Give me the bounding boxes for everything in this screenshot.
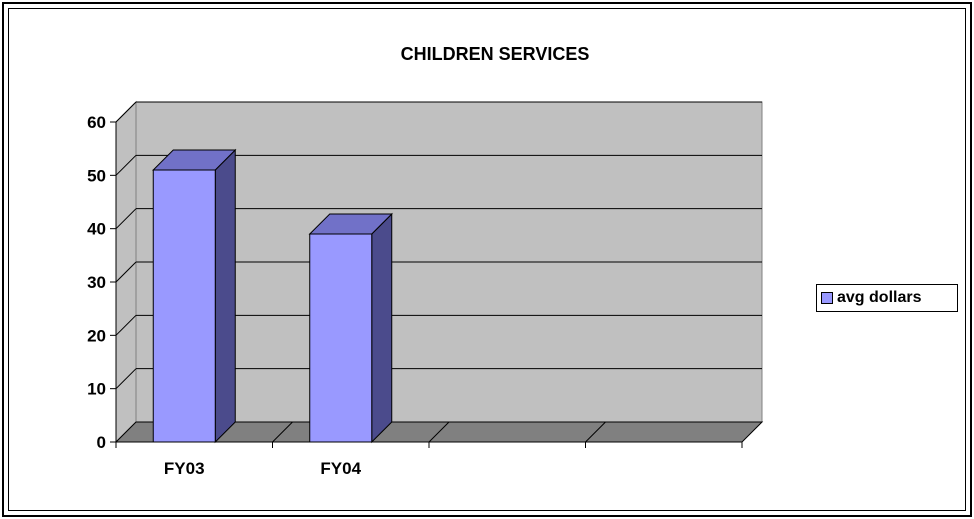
- bar: [309, 233, 373, 443]
- gridline-side: [115, 101, 137, 123]
- bar-side: [371, 212, 393, 444]
- gridline-side: [115, 261, 137, 283]
- y-tick-label: 10: [87, 380, 106, 399]
- gridline-side: [115, 314, 137, 336]
- legend-label: avg dollars: [837, 289, 922, 306]
- floor-divider: [272, 421, 293, 443]
- chart-inner-border: [8, 8, 966, 511]
- y-tick-label: 20: [87, 326, 106, 345]
- gridline-side: [115, 154, 137, 176]
- gridline-side: [115, 368, 137, 390]
- y-tick-label: 60: [87, 113, 106, 132]
- x-tick-label: FY03: [164, 459, 205, 478]
- y-tick-label: 0: [97, 433, 106, 452]
- bar: [152, 169, 216, 443]
- bar-side: [214, 148, 236, 444]
- legend: avg dollars: [816, 284, 958, 312]
- y-tick-label: 40: [87, 220, 106, 239]
- floor-divider: [585, 421, 606, 443]
- y-tick-label: 50: [87, 166, 106, 185]
- legend-swatch: [821, 292, 833, 304]
- gridline-side: [115, 208, 137, 230]
- y-tick-label: 30: [87, 273, 106, 292]
- floor-divider: [428, 421, 450, 443]
- chart-title: CHILDREN SERVICES: [400, 44, 590, 64]
- x-tick-label: FY04: [320, 459, 361, 478]
